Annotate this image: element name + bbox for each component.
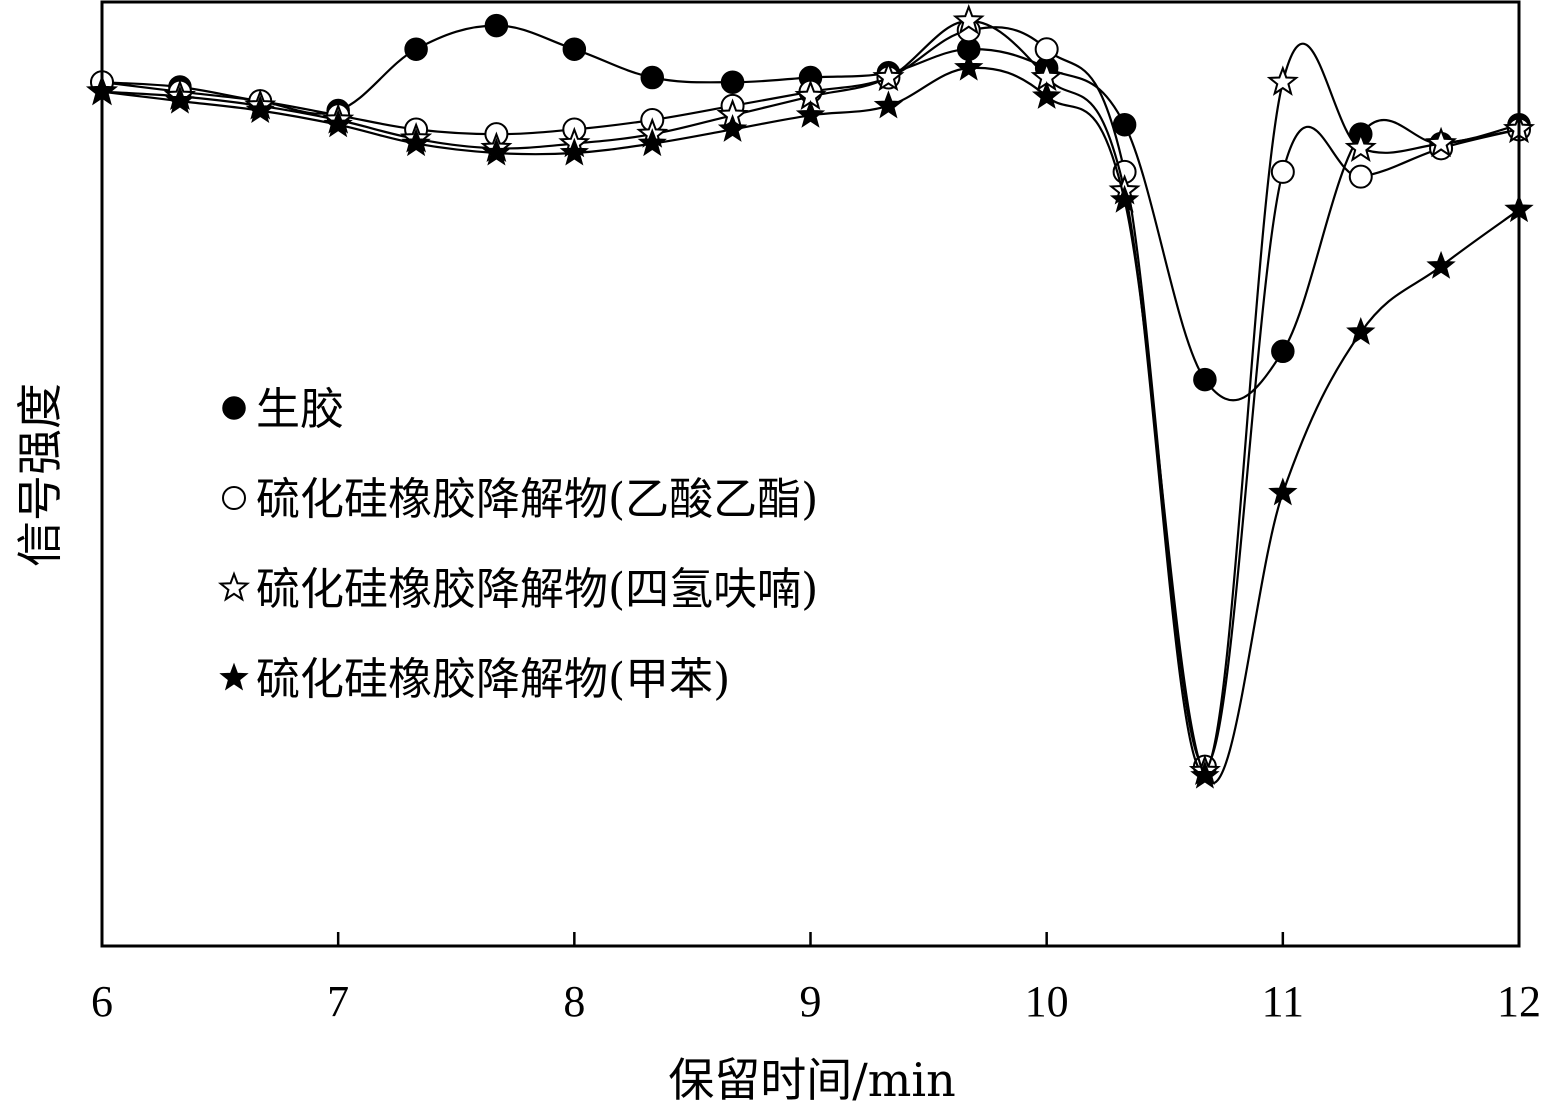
x-ticks: 6 7 8 9 10 11 12	[91, 932, 1541, 1026]
x-tick-label: 10	[1025, 977, 1069, 1026]
x-tick-label: 11	[1262, 977, 1304, 1026]
data-point	[952, 4, 985, 35]
data-point	[954, 52, 984, 81]
data-point	[1266, 65, 1299, 96]
legend-item: 硫化硅橡胶降解物(乙酸乙酯)	[222, 474, 818, 525]
data-point	[401, 128, 431, 157]
legend-marker	[217, 571, 251, 602]
data-point	[481, 137, 512, 166]
legend-item: 硫化硅橡胶降解物(甲苯)	[219, 654, 730, 705]
x-tick-label: 12	[1497, 977, 1541, 1026]
data-point	[1425, 126, 1458, 158]
x-tick-label: 6	[91, 977, 113, 1026]
legend-label: 硫化硅橡胶降解物(甲苯)	[256, 654, 730, 705]
data-point	[1346, 316, 1376, 345]
data-point	[1031, 80, 1062, 109]
x-tick-label: 7	[327, 977, 349, 1026]
x-axis-title: 保留时间/min	[668, 1053, 955, 1107]
x-tick-label: 9	[800, 977, 822, 1026]
data-point	[165, 85, 195, 114]
data-point	[1034, 37, 1059, 62]
data-point	[1426, 250, 1456, 279]
data-point	[1193, 367, 1217, 392]
data-point	[640, 65, 665, 90]
legend-label: 硫化硅橡胶降解物(乙酸乙酯)	[256, 474, 818, 525]
data-point	[872, 60, 905, 92]
data-point	[717, 114, 748, 142]
x-tick-label: 8	[563, 977, 585, 1026]
data-point	[1348, 164, 1373, 189]
data-point	[404, 37, 428, 61]
legend-marker	[222, 486, 246, 510]
data-point	[873, 90, 904, 119]
data-point	[245, 95, 275, 124]
legend-item: 硫化硅橡胶降解物(四氢呋喃)	[217, 564, 818, 615]
data-point	[559, 137, 590, 166]
data-point	[1109, 184, 1140, 213]
data-point	[1112, 112, 1137, 137]
data-point	[795, 99, 826, 128]
legend-marker	[222, 396, 246, 420]
data-point	[637, 128, 667, 157]
data-point	[1190, 760, 1220, 789]
y-axis-title: 信号强度	[13, 383, 67, 567]
data-point	[1344, 131, 1377, 162]
legend-item: 生胶	[222, 384, 344, 435]
data-point	[323, 109, 353, 138]
series-1	[90, 13, 1531, 402]
data-point	[484, 13, 509, 38]
data-point	[562, 37, 587, 61]
data-point	[1270, 159, 1295, 184]
legend-label: 硫化硅橡胶降解物(四氢呋喃)	[256, 564, 818, 615]
legend-label: 生胶	[256, 384, 344, 435]
data-point	[1268, 477, 1298, 506]
data-point	[1271, 339, 1295, 364]
data-point	[720, 70, 745, 94]
legend-marker	[219, 662, 249, 691]
